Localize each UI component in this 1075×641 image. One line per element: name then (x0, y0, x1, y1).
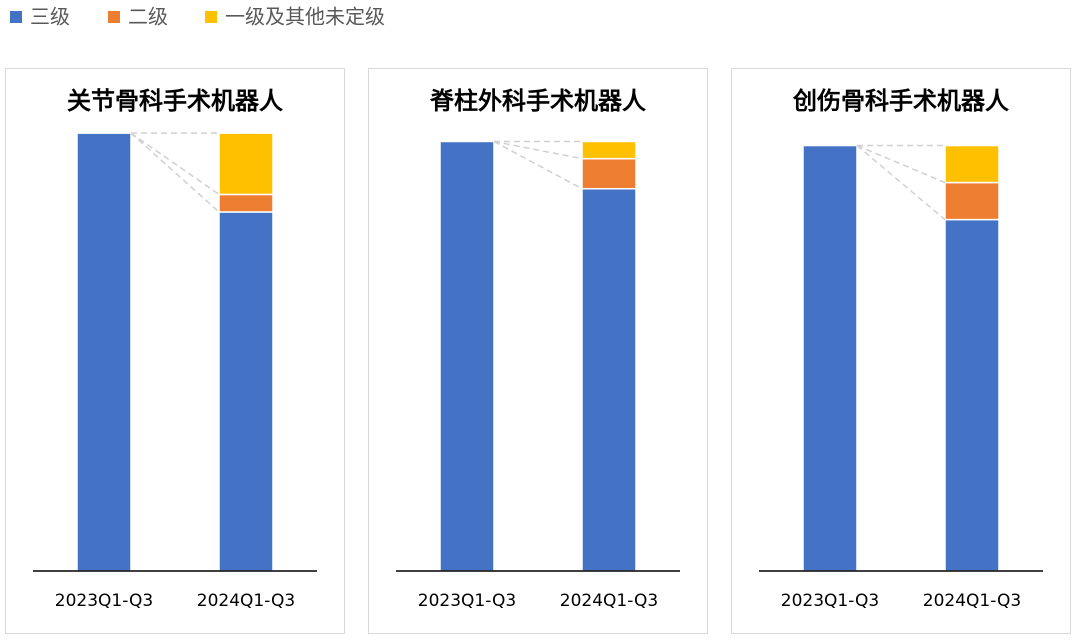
bar-segment (218, 132, 274, 196)
legend-label: 一级及其他未定级 (225, 5, 385, 29)
bar-segment (218, 193, 274, 213)
legend-swatch (205, 11, 217, 23)
bar-segment (218, 211, 274, 572)
x-tick-label: 2023Q1-Q3 (55, 591, 153, 611)
bar-segment (944, 181, 1000, 221)
panel-border (368, 68, 708, 634)
x-tick-label: 2024Q1-Q3 (197, 591, 295, 611)
x-tick-label: 2023Q1-Q3 (418, 591, 516, 611)
bar-segment (439, 140, 495, 572)
bar-segment (581, 187, 637, 572)
bar-segment (944, 218, 1000, 572)
x-tick-label: 2024Q1-Q3 (560, 591, 658, 611)
bar-segment (581, 157, 637, 190)
connector-line (493, 140, 583, 160)
bar-segment (802, 144, 858, 572)
connector-line (130, 132, 220, 213)
panel-border (5, 68, 345, 634)
connector-line (856, 144, 946, 221)
chart-title: 脊柱外科手术机器人 (429, 87, 646, 115)
bar-segment (944, 144, 1000, 184)
connector-line (856, 144, 946, 184)
legend-swatch (108, 11, 120, 23)
x-tick-label: 2024Q1-Q3 (923, 591, 1021, 611)
panel-border (731, 68, 1071, 634)
legend-swatch (10, 11, 22, 23)
chart-title: 创伤骨科手术机器人 (792, 87, 1009, 115)
x-tick-label: 2023Q1-Q3 (781, 591, 879, 611)
chart-title: 关节骨科手术机器人 (67, 87, 283, 115)
connector-line (130, 132, 220, 196)
legend-label: 二级 (128, 5, 168, 29)
connector-line (493, 140, 583, 190)
bar-segment (76, 132, 132, 572)
bar-segment (581, 140, 637, 160)
legend-label: 三级 (30, 5, 70, 29)
